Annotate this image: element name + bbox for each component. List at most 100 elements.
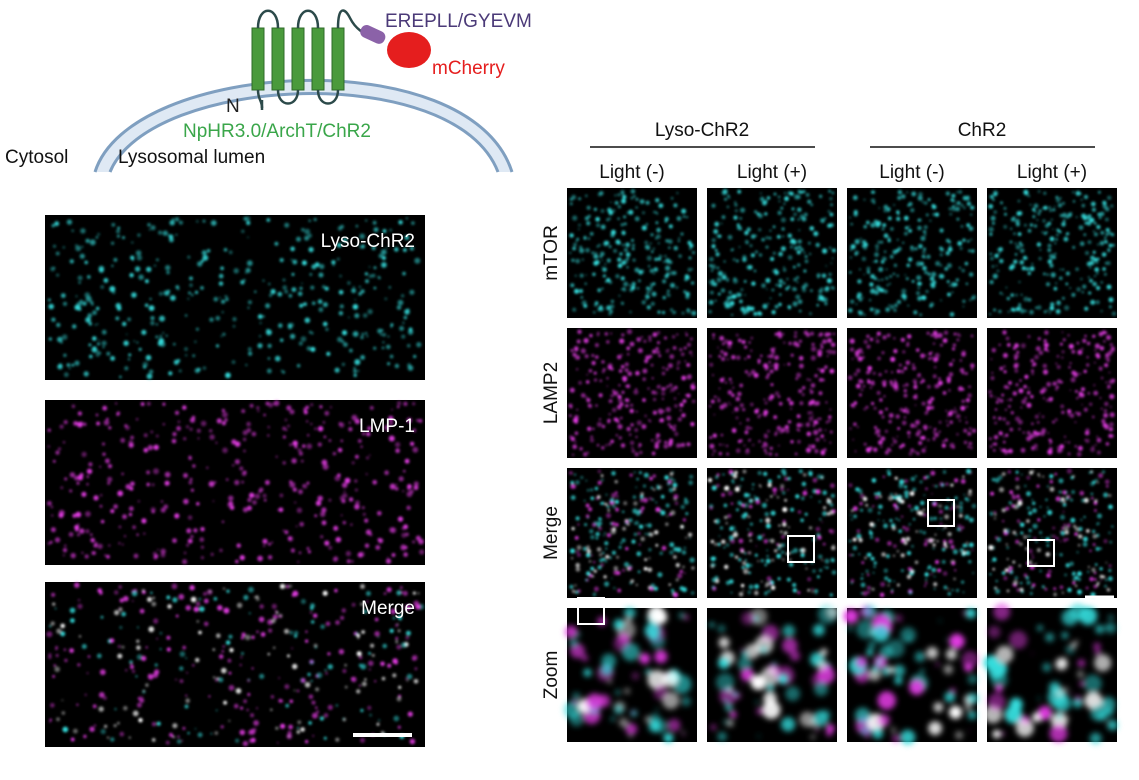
- puncta: [898, 483, 904, 489]
- puncta: [193, 528, 198, 533]
- puncta: [1004, 451, 1008, 455]
- micrograph: [707, 604, 840, 742]
- puncta: [114, 610, 120, 616]
- puncta: [750, 369, 756, 375]
- puncta: [1068, 366, 1071, 369]
- puncta: [737, 338, 742, 343]
- puncta: [123, 706, 128, 711]
- puncta: [134, 266, 141, 272]
- puncta: [777, 210, 782, 215]
- panel-bg: [847, 328, 977, 458]
- puncta: [242, 437, 247, 442]
- puncta: [935, 261, 941, 266]
- puncta: [803, 269, 807, 273]
- puncta: [563, 700, 582, 719]
- puncta: [1041, 428, 1047, 433]
- puncta: [228, 250, 233, 255]
- puncta: [1106, 720, 1109, 723]
- puncta: [1035, 448, 1038, 451]
- puncta: [117, 490, 124, 497]
- puncta: [404, 235, 410, 240]
- puncta: [597, 192, 602, 197]
- puncta: [757, 311, 762, 316]
- puncta: [54, 666, 60, 673]
- puncta: [956, 433, 959, 436]
- puncta: [601, 259, 604, 262]
- puncta: [145, 646, 148, 649]
- puncta: [409, 738, 416, 745]
- puncta: [876, 331, 881, 336]
- puncta: [360, 737, 365, 743]
- puncta: [598, 305, 603, 310]
- panel-bg: [567, 188, 697, 318]
- puncta: [1059, 585, 1064, 589]
- puncta: [933, 516, 937, 521]
- puncta: [106, 417, 109, 421]
- puncta: [1074, 532, 1078, 536]
- puncta: [993, 517, 997, 520]
- puncta: [641, 336, 643, 338]
- puncta: [175, 234, 178, 236]
- puncta: [607, 509, 610, 512]
- puncta: [1042, 369, 1049, 375]
- puncta: [748, 571, 751, 575]
- puncta: [103, 419, 110, 426]
- puncta: [994, 253, 999, 258]
- puncta: [1064, 435, 1066, 438]
- puncta: [763, 412, 768, 417]
- puncta: [742, 257, 747, 263]
- puncta: [638, 446, 640, 448]
- puncta: [598, 393, 603, 398]
- puncta: [49, 540, 53, 544]
- puncta: [587, 403, 592, 407]
- puncta: [625, 384, 628, 388]
- puncta: [770, 495, 773, 498]
- puncta: [803, 473, 807, 477]
- puncta: [631, 449, 635, 453]
- puncta: [1013, 232, 1016, 235]
- puncta: [1031, 446, 1035, 451]
- puncta: [831, 257, 834, 260]
- puncta: [158, 291, 163, 296]
- puncta: [252, 727, 257, 732]
- puncta: [574, 274, 577, 277]
- puncta: [790, 507, 794, 512]
- puncta: [747, 372, 752, 377]
- puncta: [829, 246, 832, 249]
- puncta: [682, 215, 686, 218]
- puncta: [345, 550, 352, 557]
- puncta: [679, 569, 684, 574]
- puncta: [915, 530, 918, 533]
- puncta: [296, 364, 301, 368]
- puncta: [611, 407, 617, 413]
- puncta: [722, 188, 728, 195]
- puncta: [596, 497, 599, 500]
- puncta: [1031, 499, 1034, 501]
- puncta: [690, 422, 695, 427]
- puncta: [768, 539, 771, 541]
- puncta: [920, 353, 925, 359]
- puncta: [861, 256, 867, 262]
- puncta: [858, 297, 863, 302]
- puncta: [669, 550, 674, 555]
- puncta: [576, 553, 581, 557]
- puncta: [1003, 528, 1007, 532]
- puncta: [740, 668, 754, 682]
- puncta: [340, 615, 345, 620]
- puncta: [305, 630, 308, 633]
- puncta: [284, 684, 290, 690]
- puncta: [333, 525, 339, 531]
- puncta: [381, 346, 385, 350]
- puncta: [777, 577, 781, 581]
- puncta: [1065, 497, 1069, 501]
- puncta: [1021, 266, 1026, 271]
- puncta: [903, 296, 907, 301]
- puncta: [1046, 273, 1049, 276]
- puncta: [617, 205, 622, 209]
- puncta: [658, 419, 662, 423]
- puncta: [90, 538, 95, 543]
- puncta: [1037, 212, 1041, 216]
- puncta: [1074, 526, 1079, 531]
- puncta: [1058, 490, 1062, 494]
- puncta: [856, 368, 861, 373]
